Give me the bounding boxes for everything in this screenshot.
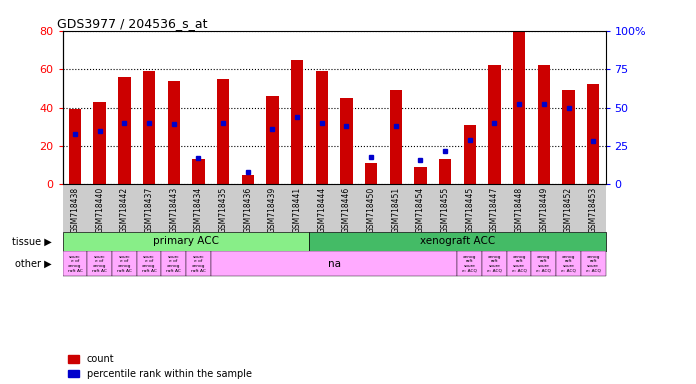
Text: xenog
raft
soure
e: ACQ: xenog raft soure e: ACQ [462,255,477,273]
Text: xenograft ACC: xenograft ACC [420,237,495,247]
Text: sourc
e of
xenog
raft AC: sourc e of xenog raft AC [166,255,181,273]
Text: GSM718449: GSM718449 [539,187,548,233]
Bar [168,81,180,184]
Text: GSM718450: GSM718450 [367,187,376,233]
Bar [464,125,476,184]
Text: GDS3977 / 204536_s_at: GDS3977 / 204536_s_at [57,17,207,30]
Text: GSM718440: GSM718440 [95,187,104,233]
Bar [192,159,205,184]
Bar [69,109,81,184]
Bar [562,90,575,184]
Text: GSM718445: GSM718445 [466,187,474,233]
Text: xenog
raft
soure
e: ACQ: xenog raft soure e: ACQ [537,255,551,273]
Bar [315,71,328,184]
Bar [93,102,106,184]
Text: GSM718455: GSM718455 [441,187,450,233]
Text: sourc
e of
xenog
raft AC: sourc e of xenog raft AC [68,255,82,273]
Bar [118,77,131,184]
Bar [439,159,451,184]
Text: GSM718452: GSM718452 [564,187,573,233]
Text: GSM718454: GSM718454 [416,187,425,233]
Bar [242,175,254,184]
Text: GSM718446: GSM718446 [342,187,351,233]
Text: other ▶: other ▶ [15,259,52,269]
Legend: count, percentile rank within the sample: count, percentile rank within the sample [68,354,252,379]
Bar [587,84,599,184]
Bar [340,98,353,184]
Text: sourc
e of
xenog
raft AC: sourc e of xenog raft AC [141,255,157,273]
Text: sourc
e of
xenog
raft AC: sourc e of xenog raft AC [191,255,206,273]
Text: xenog
raft
soure
e: ACQ: xenog raft soure e: ACQ [561,255,576,273]
Bar [513,31,525,184]
Text: GSM718451: GSM718451 [391,187,400,233]
Text: GSM718448: GSM718448 [514,187,523,233]
Text: xenog
raft
soure
e: ACQ: xenog raft soure e: ACQ [586,255,601,273]
Text: GSM718441: GSM718441 [292,187,301,233]
Text: xenog
raft
soure
e: ACQ: xenog raft soure e: ACQ [512,255,527,273]
Text: GSM718435: GSM718435 [219,187,228,233]
Bar [390,90,402,184]
Text: xenog
raft
soure
e: ACQ: xenog raft soure e: ACQ [487,255,502,273]
Text: GSM718436: GSM718436 [243,187,252,233]
Text: GSM718438: GSM718438 [70,187,79,233]
Bar [217,79,229,184]
Bar [143,71,155,184]
Text: GSM718453: GSM718453 [589,187,598,233]
Text: sourc
e of
xenog
raft AC: sourc e of xenog raft AC [92,255,107,273]
Text: GSM718444: GSM718444 [317,187,326,233]
Text: GSM718447: GSM718447 [490,187,499,233]
Text: primary ACC: primary ACC [153,237,219,247]
Bar [537,65,550,184]
Text: GSM718437: GSM718437 [145,187,154,233]
Bar [489,65,500,184]
Bar [266,96,278,184]
Text: na: na [328,259,340,269]
Text: tissue ▶: tissue ▶ [12,237,52,247]
Text: GSM718442: GSM718442 [120,187,129,233]
Text: sourc
e of
xenog
raft AC: sourc e of xenog raft AC [117,255,132,273]
Bar [414,167,427,184]
Bar [365,163,377,184]
Text: GSM718434: GSM718434 [194,187,203,233]
Bar [291,60,303,184]
Text: GSM718439: GSM718439 [268,187,277,233]
Text: GSM718443: GSM718443 [169,187,178,233]
